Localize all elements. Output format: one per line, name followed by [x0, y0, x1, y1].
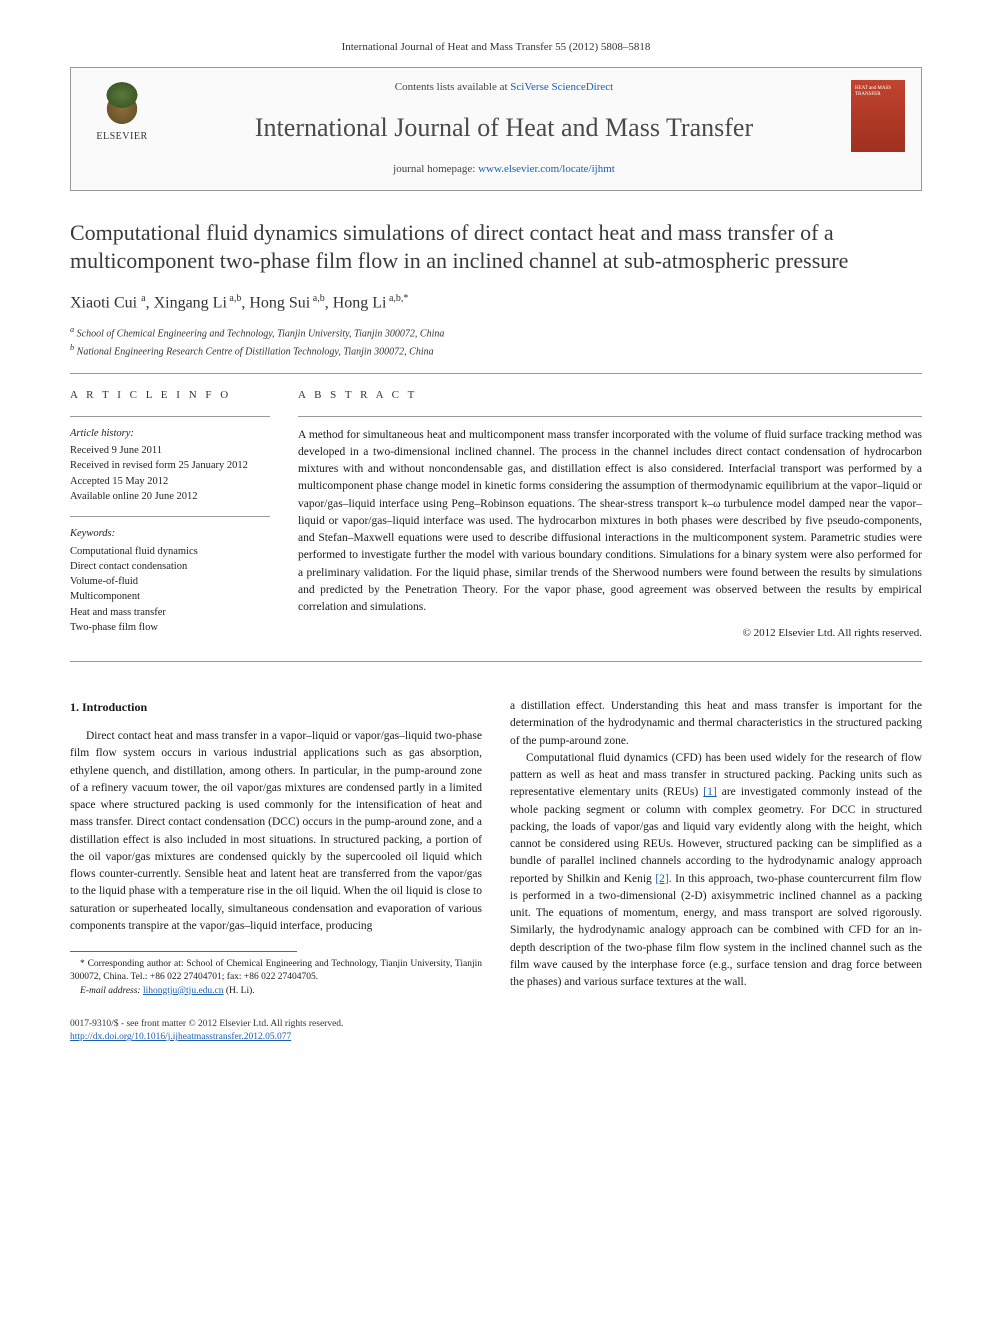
abstract-text: A method for simultaneous heat and multi… [298, 427, 922, 617]
divider-top [70, 373, 922, 374]
page-footer: 0017-9310/$ - see front matter © 2012 El… [70, 1018, 922, 1045]
corresponding-author-footnote: * Corresponding author at: School of Che… [70, 958, 482, 985]
contents-prefix: Contents lists available at [395, 81, 510, 93]
article-history-block: Article history: Received 9 June 2011Rec… [70, 427, 270, 505]
intro-para-3: Computational fluid dynamics (CFD) has b… [510, 750, 922, 992]
ref-link-1[interactable]: [1] [703, 786, 716, 798]
footnote-divider [70, 951, 297, 952]
keywords-list: Computational fluid dynamicsDirect conta… [70, 544, 270, 635]
journal-homepage-link[interactable]: www.elsevier.com/locate/ijhmt [478, 163, 615, 175]
body-columns: 1. Introduction Direct contact heat and … [70, 698, 922, 998]
abstract-column: A B S T R A C T A method for simultaneou… [298, 388, 922, 647]
history-list: Received 9 June 2011Received in revised … [70, 443, 270, 504]
affiliations: a School of Chemical Engineering and Tec… [70, 324, 922, 359]
keywords-label: Keywords: [70, 527, 270, 542]
footer-front-matter: 0017-9310/$ - see front matter © 2012 El… [70, 1018, 922, 1031]
abstract-copyright: © 2012 Elsevier Ltd. All rights reserved… [298, 626, 922, 641]
intro-para-1: Direct contact heat and mass transfer in… [70, 728, 482, 935]
journal-cover-thumbnail: HEAT and MASS TRANSFER [851, 80, 905, 152]
info-abstract-row: A R T I C L E I N F O Article history: R… [70, 388, 922, 647]
header-citation: International Journal of Heat and Mass T… [70, 40, 922, 55]
email-label: E-mail address: [80, 986, 143, 996]
elsevier-tree-icon [98, 80, 146, 128]
journal-name: International Journal of Heat and Mass T… [157, 110, 851, 146]
keywords-block: Keywords: Computational fluid dynamicsDi… [70, 527, 270, 635]
history-label: Article history: [70, 427, 270, 442]
body-column-left: 1. Introduction Direct contact heat and … [70, 698, 482, 998]
doi-link[interactable]: 10.1016/j.ijheatmasstransfer.2012.05.077 [134, 1032, 291, 1042]
journal-homepage-line: journal homepage: www.elsevier.com/locat… [157, 162, 851, 177]
header-center: Contents lists available at SciVerse Sci… [157, 80, 851, 177]
para3-mid: are investigated commonly instead of the… [510, 786, 922, 884]
email-suffix: (H. Li). [224, 986, 255, 996]
email-footnote: E-mail address: lihongtju@tju.edu.cn (H.… [70, 985, 482, 998]
contents-line: Contents lists available at SciVerse Sci… [157, 80, 851, 95]
article-info-heading: A R T I C L E I N F O [70, 388, 270, 403]
cover-thumb-text: HEAT and MASS TRANSFER [855, 86, 901, 97]
divider-abstract [298, 416, 922, 417]
authors-line: Xiaoti Cui a, Xingang Li a,b, Hong Sui a… [70, 292, 922, 315]
section-heading-intro: 1. Introduction [70, 698, 482, 716]
body-column-right: a distillation effect. Understanding thi… [510, 698, 922, 998]
divider-info [70, 416, 270, 417]
publisher-logo-block: ELSEVIER [87, 80, 157, 144]
article-title: Computational fluid dynamics simulations… [70, 219, 922, 276]
journal-header-box: ELSEVIER Contents lists available at Sci… [70, 67, 922, 190]
abstract-heading: A B S T R A C T [298, 388, 922, 403]
intro-para-2: a distillation effect. Understanding thi… [510, 698, 922, 750]
ref-link-2[interactable]: [2] [655, 873, 668, 885]
footer-doi-line: http://dx.doi.org/10.1016/j.ijheatmasstr… [70, 1031, 922, 1044]
publisher-label: ELSEVIER [96, 130, 147, 144]
divider-keywords [70, 516, 270, 517]
header-row: ELSEVIER Contents lists available at Sci… [87, 80, 905, 177]
article-info-column: A R T I C L E I N F O Article history: R… [70, 388, 270, 647]
author-email-link[interactable]: lihongtju@tju.edu.cn [143, 986, 224, 996]
sciencedirect-link[interactable]: SciVerse ScienceDirect [510, 81, 613, 93]
divider-bottom [70, 661, 922, 662]
para3-post: . In this approach, two-phase countercur… [510, 873, 922, 989]
homepage-prefix: journal homepage: [393, 163, 478, 175]
doi-prefix-link[interactable]: http://dx.doi.org/ [70, 1032, 134, 1042]
